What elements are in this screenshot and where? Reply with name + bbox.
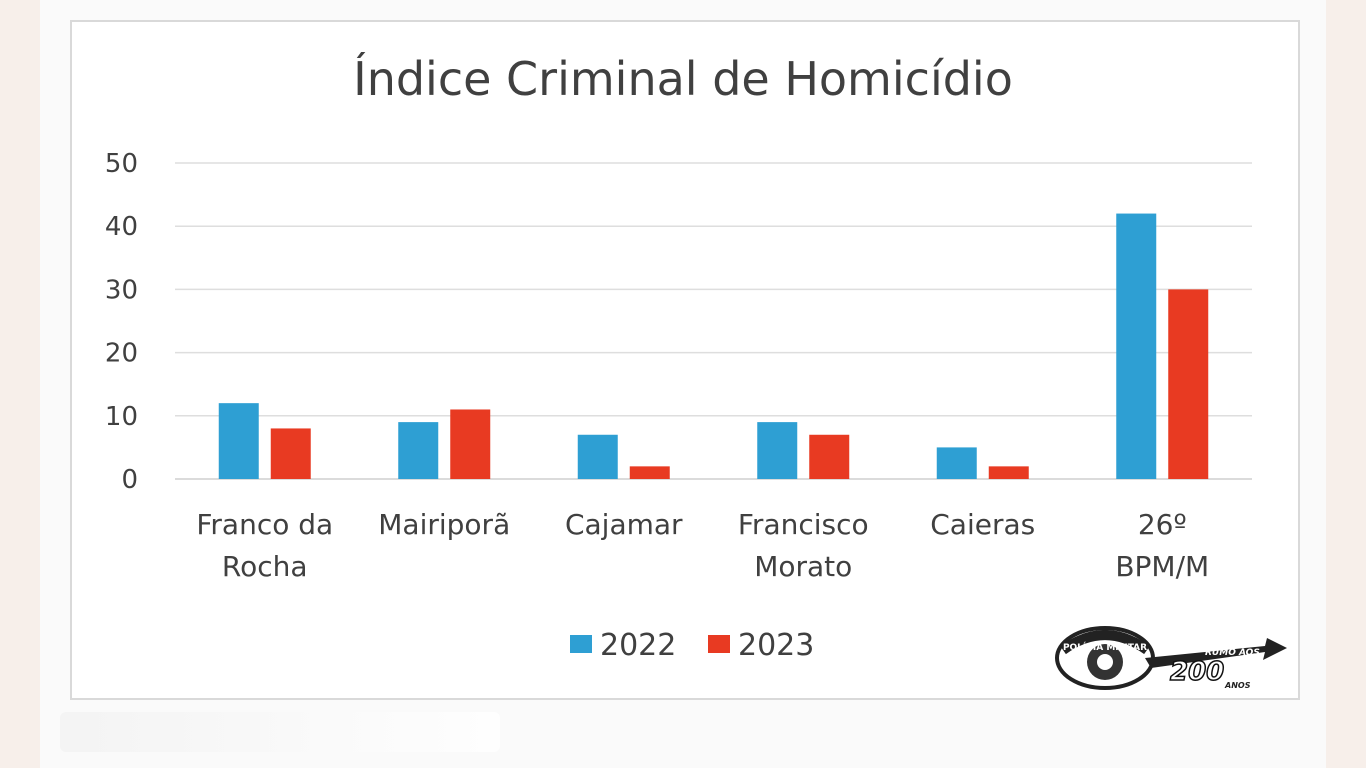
legend-label: 2022 <box>600 628 676 663</box>
logo-top-text: POLÍCIA MILITAR <box>1063 641 1147 653</box>
logo-rumo-text: RUMO AOS <box>1205 648 1260 658</box>
y-tick-label: 10 <box>105 402 138 432</box>
logo-arrow-icon <box>1145 638 1287 668</box>
x-category-label: Franco da <box>196 508 333 541</box>
y-tick-label: 50 <box>105 149 138 179</box>
x-category-label: Caieras <box>930 508 1035 541</box>
bar-2023-5 <box>1168 289 1209 479</box>
bar-2023-4 <box>988 466 1029 479</box>
y-tick-label: 0 <box>121 465 138 495</box>
logo-200-text: 200 <box>1170 657 1224 687</box>
chart-frame <box>70 20 1300 700</box>
x-category-label: Mairiporã <box>378 508 510 541</box>
blurred-source-caption <box>60 712 500 752</box>
policia-militar-logo: POLÍCIA MILITAR RUMO AOS 200 ANOS <box>1055 626 1287 690</box>
logo-wheel-icon <box>1055 626 1155 690</box>
legend-swatch <box>708 635 730 653</box>
bar-2023-2 <box>629 466 670 479</box>
x-category-label: Francisco <box>738 508 869 541</box>
bar-2022-2 <box>577 434 618 479</box>
chart-title: Índice Criminal de Homicídio <box>353 52 1013 106</box>
y-tick-label: 20 <box>105 339 138 369</box>
bar-2022-0 <box>218 403 259 479</box>
x-category-label: Rocha <box>222 550 308 583</box>
x-category-label: Cajamar <box>565 508 683 541</box>
legend-swatch <box>570 635 592 653</box>
bar-2023-3 <box>809 434 850 479</box>
bar-2022-5 <box>1116 213 1157 479</box>
bar-2022-3 <box>757 422 798 479</box>
x-category-label: Morato <box>754 550 852 583</box>
bar-2023-0 <box>270 428 311 479</box>
bar-2022-1 <box>398 422 439 479</box>
legend-label: 2023 <box>738 628 814 663</box>
bar-2022-4 <box>936 447 977 479</box>
y-tick-label: 40 <box>105 212 138 242</box>
logo-anos-text: ANOS <box>1224 681 1251 690</box>
x-category-label: BPM/M <box>1115 550 1209 583</box>
bar-2023-1 <box>450 409 491 479</box>
y-tick-label: 30 <box>105 275 138 305</box>
x-category-label: 26º <box>1138 508 1187 541</box>
